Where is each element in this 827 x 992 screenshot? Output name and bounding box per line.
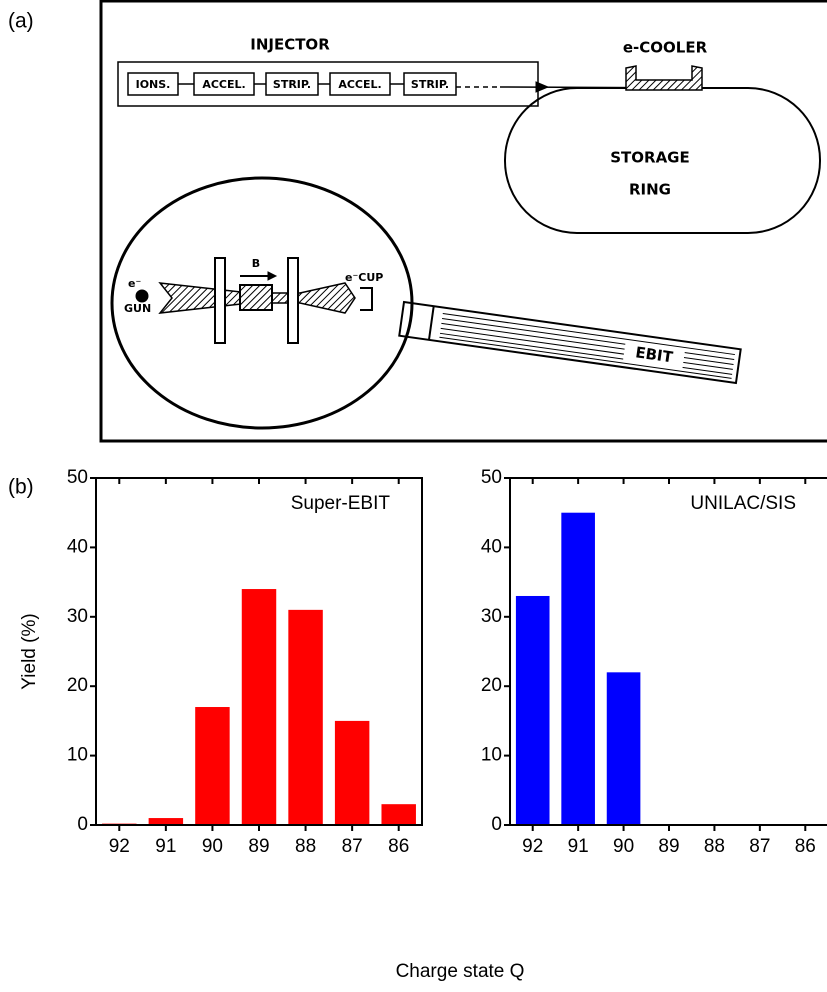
x-tick-label: 88 (295, 836, 316, 857)
y-tick-label: 40 (481, 536, 502, 557)
stage-label: ACCEL. (338, 78, 381, 91)
bar (288, 609, 323, 825)
x-tick-label: 86 (388, 836, 409, 857)
x-tick-label: 90 (202, 836, 223, 857)
panel-label: (b) (8, 476, 34, 499)
y-tick-label: 0 (491, 814, 502, 835)
stage-label: STRIP. (411, 78, 449, 91)
y-tick-label: 30 (67, 606, 88, 627)
chart-title: UNILAC/SIS (690, 493, 796, 514)
stage-label: IONS. (136, 78, 171, 91)
x-tick-label: 87 (342, 836, 363, 857)
injector-label: INJECTOR (250, 36, 330, 54)
x-axis-label: Charge state Q (396, 961, 525, 982)
ebit-label: EBIT (634, 343, 674, 366)
chart-title: Super-EBIT (291, 493, 391, 514)
y-tick-label: 10 (67, 745, 88, 766)
y-axis-label: Yield (%) (19, 613, 40, 689)
bar (515, 595, 550, 825)
x-tick-label: 89 (658, 836, 679, 857)
y-tick-label: 20 (67, 675, 88, 696)
x-tick-label: 91 (568, 836, 589, 857)
x-tick-label: 86 (795, 836, 816, 857)
panel-label: (a) (8, 10, 34, 33)
x-tick-label: 89 (248, 836, 269, 857)
ring-label: STORAGE (610, 149, 690, 167)
plot-frame (95, 477, 423, 826)
bar (241, 589, 277, 825)
plot-frame (509, 477, 827, 826)
cup-label: e⁻CUP (345, 271, 383, 284)
field-label: B (252, 257, 260, 270)
ring-label: RING (629, 181, 671, 199)
bar (148, 818, 184, 825)
stage-label: STRIP. (273, 78, 311, 91)
diagram: INJECTOR IONS. ACCEL. STRIP. ACCEL. STRI… (99, 0, 827, 443)
gun-label: GUN (124, 302, 151, 315)
x-tick-label: 92 (109, 836, 130, 857)
y-tick-label: 20 (481, 675, 502, 696)
bar (381, 804, 416, 825)
bar (195, 707, 230, 825)
x-tick-label: 91 (155, 836, 176, 857)
x-tick-label: 87 (749, 836, 770, 857)
y-tick-label: 50 (67, 467, 88, 488)
gun-label: e⁻ (128, 277, 141, 290)
x-tick-label: 90 (613, 836, 634, 857)
y-tick-label: 40 (67, 536, 88, 557)
stage-label: ACCEL. (202, 78, 245, 91)
y-tick-label: 10 (481, 745, 502, 766)
y-tick-label: 0 (77, 814, 88, 835)
cooler-label: e-COOLER (623, 39, 708, 57)
bar (561, 512, 595, 825)
bar (606, 672, 641, 825)
x-tick-label: 92 (522, 836, 543, 857)
y-tick-label: 30 (481, 606, 502, 627)
bar (334, 720, 370, 825)
y-tick-label: 50 (481, 467, 502, 488)
x-tick-label: 88 (704, 836, 725, 857)
